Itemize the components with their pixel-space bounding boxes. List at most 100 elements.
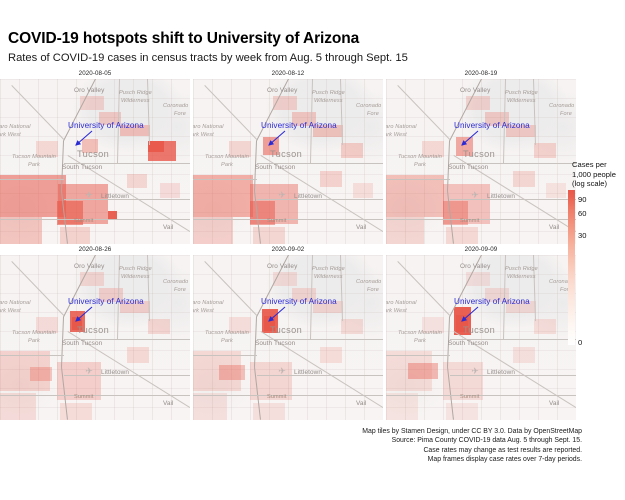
census-tract-polygon[interactable] (264, 316, 275, 331)
map-place-label: uaro National (193, 300, 224, 306)
census-tract-polygon[interactable] (386, 351, 432, 391)
road-line (386, 219, 576, 220)
census-tract-polygon[interactable] (80, 272, 104, 286)
facet-panel-2020-09-09[interactable]: 2020-09-09 Oro Valley Pusch Ridge Wildernes… (386, 244, 576, 420)
census-tract-polygon[interactable] (341, 143, 363, 158)
facet-panel-2020-08-19[interactable]: 2020-08-19 Oro Valley Pusch Ridge Wildernes… (386, 68, 576, 244)
census-tract-polygon[interactable] (0, 393, 36, 420)
facet-panel-2020-08-05[interactable]: 2020-08-05 Oro Valley Pusch Ridge Wildernes… (0, 68, 190, 244)
census-tract-polygon[interactable] (99, 288, 123, 302)
census-tract-polygon[interactable] (0, 175, 66, 217)
map-place-label: Wilderness (314, 274, 343, 280)
census-tract-polygon[interactable] (506, 301, 536, 313)
census-tract-polygon[interactable] (229, 141, 251, 157)
map-place-label: Tucson Mountain (398, 154, 442, 160)
census-tract-polygon[interactable] (320, 171, 342, 187)
census-tract-polygon[interactable] (193, 351, 241, 391)
census-tract-polygon[interactable] (292, 112, 316, 126)
census-tract-polygon[interactable] (72, 317, 82, 330)
facet-panel-2020-08-12[interactable]: 2020-08-12 Oro Valley Pusch Ridge Wildernes… (193, 68, 383, 244)
census-tract-polygon[interactable] (253, 227, 285, 244)
census-tract-polygon[interactable] (466, 272, 490, 286)
census-tract-polygon[interactable] (485, 288, 509, 302)
caption-line-3: Map frames display case rates over 7-day… (427, 455, 582, 463)
census-tract-polygon[interactable] (422, 141, 444, 157)
map-place-label: Oro Valley (460, 87, 491, 94)
census-tract-polygon[interactable] (320, 347, 342, 363)
road-line (193, 355, 257, 356)
census-tract-polygon[interactable] (546, 183, 566, 198)
census-tract-polygon[interactable] (0, 351, 50, 391)
census-tract-polygon[interactable] (485, 112, 509, 126)
census-tract-polygon[interactable] (466, 96, 490, 110)
map-place-label: Coronado N (163, 279, 190, 285)
census-tract-polygon[interactable] (193, 393, 227, 420)
facet-panel-2020-08-26[interactable]: 2020-08-26 Oro Valley Pusch Ridge Wildernes… (0, 244, 190, 420)
census-tract-polygon[interactable] (120, 301, 150, 313)
census-tract-polygon[interactable] (386, 175, 444, 217)
census-tract-polygon[interactable] (57, 201, 83, 225)
map-place-label: Fore (174, 287, 186, 293)
census-tract-polygon[interactable] (250, 201, 275, 225)
facet-row: 2020-08-26 Oro Valley Pusch Ridge Wildernes… (0, 244, 578, 420)
census-tract-polygon[interactable] (513, 171, 535, 187)
census-tract-polygon[interactable] (253, 403, 285, 420)
census-tract-polygon[interactable] (446, 403, 478, 420)
map-canvas[interactable]: Oro Valley Pusch Ridge Wilderness Coronado … (193, 79, 383, 244)
airport-icon: ✈ (278, 366, 286, 376)
map-place-label: Littletown (294, 369, 322, 376)
facet-panel-2020-09-02[interactable]: 2020-09-02 Oro Valley Pusch Ridge Wildernes… (193, 244, 383, 420)
census-tract-polygon[interactable] (534, 319, 556, 334)
census-tract-polygon[interactable] (36, 317, 58, 333)
census-tract-polygon[interactable] (292, 288, 316, 302)
road-line (386, 395, 576, 396)
map-place-label: Pusch Ridge (505, 266, 538, 272)
census-tract-polygon[interactable] (160, 183, 180, 198)
map-place-label: Wilderness (314, 98, 343, 104)
census-tract-polygon[interactable] (219, 365, 245, 380)
census-tract-polygon[interactable] (422, 317, 444, 333)
census-tract-polygon[interactable] (148, 141, 164, 152)
census-tract-polygon[interactable] (506, 125, 536, 137)
census-tract-polygon[interactable] (82, 139, 98, 153)
census-tract-polygon[interactable] (127, 174, 147, 188)
map-place-label: Summit (460, 218, 480, 224)
map-canvas[interactable]: Oro Valley Pusch Ridge Wilderness Coronado … (0, 79, 190, 244)
census-tract-polygon[interactable] (273, 272, 297, 286)
census-tract-polygon[interactable] (193, 175, 253, 217)
map-place-label: Pusch Ridge (312, 266, 345, 272)
census-tract-polygon[interactable] (443, 201, 468, 225)
annotation-arrow-icon (268, 130, 286, 146)
census-tract-polygon[interactable] (0, 217, 42, 244)
census-tract-polygon[interactable] (386, 393, 418, 420)
census-tract-polygon[interactable] (127, 347, 149, 363)
census-tract-polygon[interactable] (313, 125, 343, 137)
census-tract-polygon[interactable] (534, 143, 556, 158)
census-tract-polygon[interactable] (108, 211, 117, 220)
census-tract-polygon[interactable] (313, 301, 343, 313)
census-tract-polygon[interactable] (120, 125, 150, 136)
census-tract-polygon[interactable] (99, 112, 121, 125)
census-tract-polygon[interactable] (353, 183, 373, 198)
map-canvas[interactable]: Oro Valley Pusch Ridge Wilderness Coronado … (386, 255, 576, 420)
census-tract-polygon[interactable] (513, 347, 535, 363)
census-tract-polygon[interactable] (229, 317, 251, 333)
census-tract-polygon[interactable] (456, 137, 473, 156)
census-tract-polygon[interactable] (341, 319, 363, 334)
census-tract-polygon[interactable] (273, 96, 297, 110)
census-tract-polygon[interactable] (446, 227, 478, 244)
census-tract-polygon[interactable] (30, 367, 52, 381)
page-title: COVID-19 hotspots shift to University of… (8, 30, 360, 47)
census-tract-polygon[interactable] (80, 96, 104, 110)
map-place-label: ark West (0, 132, 21, 138)
census-tract-polygon[interactable] (148, 319, 170, 334)
census-tract-polygon[interactable] (408, 363, 438, 379)
map-canvas[interactable]: Oro Valley Pusch Ridge Wilderness Coronado … (386, 79, 576, 244)
census-tract-polygon[interactable] (36, 141, 58, 157)
census-tract-polygon[interactable] (193, 217, 233, 244)
map-canvas[interactable]: Oro Valley Pusch Ridge Wilderness Coronado … (0, 255, 190, 420)
map-canvas[interactable]: Oro Valley Pusch Ridge Wilderness Coronado … (193, 255, 383, 420)
census-tract-polygon[interactable] (263, 137, 279, 155)
census-tract-polygon[interactable] (60, 403, 92, 420)
census-tract-polygon[interactable] (386, 217, 424, 244)
